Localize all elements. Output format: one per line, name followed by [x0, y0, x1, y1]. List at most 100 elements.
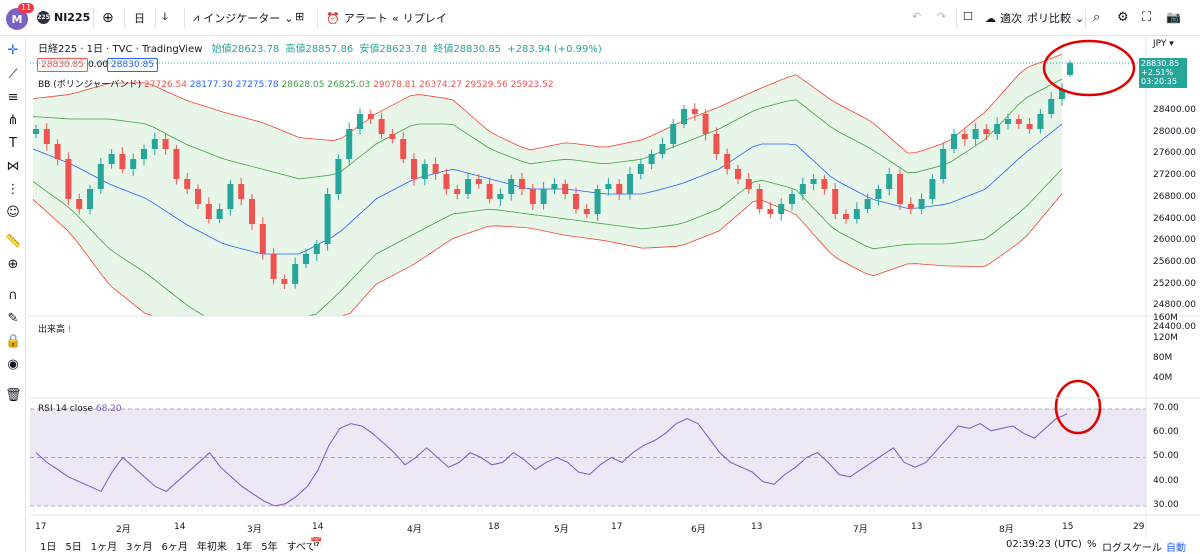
candle-body: [529, 189, 536, 204]
ruler-icon[interactable]: 📏: [5, 234, 22, 249]
candle-body: [184, 179, 191, 189]
legend-close-label: 終値: [433, 44, 454, 55]
divider: [93, 8, 94, 28]
range-button[interactable]: 1年: [235, 542, 253, 553]
trend-line-icon[interactable]: ⟋: [8, 67, 18, 82]
warning-icon: !: [67, 325, 72, 335]
candle-body: [961, 134, 968, 139]
legend-low-label: 安値: [359, 44, 380, 55]
price-tick: 24400.00: [1153, 322, 1196, 332]
divider: [155, 8, 156, 28]
range-button[interactable]: すべて: [286, 542, 316, 553]
candle-body: [76, 199, 83, 209]
alert-button[interactable]: ⏰ アラート: [326, 11, 388, 26]
divider: [184, 8, 185, 28]
candle-body: [389, 134, 396, 139]
price-tick: 27200.00: [1153, 170, 1196, 181]
candle-body: [43, 129, 50, 144]
pitchfork-icon[interactable]: ⋔: [7, 113, 19, 128]
eye-icon[interactable]: ◉: [7, 357, 19, 372]
bb-basis: [32, 123, 1063, 255]
candle-body: [1037, 114, 1044, 129]
time-tick: 8月: [999, 525, 1014, 535]
zoom-in-icon[interactable]: ⊕: [7, 257, 19, 272]
lock-drawing-icon[interactable]: ✎: [7, 311, 19, 326]
horizontal-lines-icon[interactable]: ≡: [7, 90, 19, 105]
crosshair-icon[interactable]: ✛: [7, 43, 19, 58]
settings-button[interactable]: ⚙: [1117, 10, 1129, 25]
save-layout-button[interactable]: ☁ 適次: [985, 11, 1022, 26]
percent-toggle[interactable]: %: [1087, 539, 1097, 550]
candle-body: [821, 179, 828, 189]
range-button[interactable]: 5日: [65, 542, 82, 553]
candle-body: [724, 154, 731, 169]
range-button[interactable]: 年初来: [196, 542, 227, 553]
range-button[interactable]: 6ヶ月: [161, 542, 188, 553]
pattern-icon[interactable]: ⋈: [6, 159, 20, 174]
price-tick: 25200.00: [1153, 278, 1196, 289]
candle-body: [367, 114, 374, 119]
compare-button[interactable]: ポリ比較 ⌄: [1027, 11, 1085, 26]
layout-select-button[interactable]: ☐: [963, 10, 973, 23]
trash-icon[interactable]: 🗑: [5, 388, 22, 403]
log-scale-toggle[interactable]: ログスケール: [1102, 543, 1162, 554]
fullscreen-button[interactable]: ⛶: [1142, 10, 1151, 25]
screenshot-button[interactable]: 📷: [1166, 10, 1181, 24]
search-button[interactable]: ⌕: [1093, 10, 1100, 25]
candle-body: [346, 129, 353, 159]
replay-button[interactable]: «リプレイ: [392, 11, 447, 26]
indicators-button[interactable]: ⩘ インジケーター ⌄: [193, 11, 294, 25]
lock-icon[interactable]: 🔒: [5, 334, 22, 349]
chevron-down-icon: ⌄: [284, 11, 294, 25]
range-button[interactable]: 3ヶ月: [126, 542, 153, 553]
layouts-button[interactable]: ⊞: [295, 10, 304, 23]
candle-body: [951, 134, 957, 149]
symbol-search[interactable]: 225 NI225: [37, 11, 90, 24]
candle-body: [702, 114, 709, 134]
calendar-icon[interactable]: 📅: [310, 538, 323, 549]
ask-price[interactable]: 28830.85: [107, 58, 158, 72]
time-tick: 5月: [554, 525, 569, 535]
chart-type-button[interactable]: ↆ: [162, 10, 168, 24]
candle-body: [562, 184, 569, 194]
candle-body: [929, 179, 936, 199]
time-tick: 14: [312, 522, 324, 532]
time-tick: 3月: [247, 525, 262, 535]
emoji-icon[interactable]: ☺: [6, 205, 20, 220]
auto-scale-toggle[interactable]: 自動: [1166, 543, 1186, 554]
utc-clock[interactable]: 02:39:23 (UTC): [1006, 539, 1082, 550]
candle-body: [33, 129, 39, 134]
rsi-tick: 50.00: [1153, 451, 1179, 462]
range-button[interactable]: 1日: [40, 542, 57, 553]
candle-body: [303, 254, 309, 264]
candle-body: [864, 199, 871, 209]
magnet-icon[interactable]: ∩: [8, 288, 18, 303]
range-button[interactable]: 1ヶ月: [90, 542, 118, 553]
candle-body: [486, 184, 493, 199]
currency-label[interactable]: JPY ▾: [1153, 39, 1174, 49]
user-avatar[interactable]: M: [6, 8, 28, 30]
price-tick: 27600.00: [1153, 148, 1196, 159]
candle-body: [918, 199, 925, 209]
candle-body: [324, 194, 331, 244]
candle-body: [573, 194, 579, 209]
candle-body: [1026, 124, 1033, 129]
candle-body: [972, 129, 979, 139]
undo-button[interactable]: ↶: [912, 10, 921, 23]
time-tick: 4月: [407, 525, 422, 535]
cloud-check-icon: ☁: [985, 11, 996, 25]
square-icon: ☐: [963, 10, 973, 23]
text-icon[interactable]: T: [9, 136, 17, 151]
bid-price[interactable]: 28830.85: [37, 58, 88, 72]
candle-body: [443, 174, 450, 189]
prediction-icon[interactable]: ⋮: [6, 182, 20, 197]
price-tick: 25600.00: [1153, 256, 1196, 267]
legend-high: 28857.86: [305, 44, 354, 55]
redo-button[interactable]: ↷: [937, 10, 946, 23]
range-button[interactable]: 5年: [261, 542, 278, 553]
add-symbol-button[interactable]: ⊕: [102, 10, 114, 26]
candle-body: [65, 159, 72, 199]
interval-button[interactable]: 日: [134, 12, 145, 25]
candle-body: [54, 144, 61, 159]
